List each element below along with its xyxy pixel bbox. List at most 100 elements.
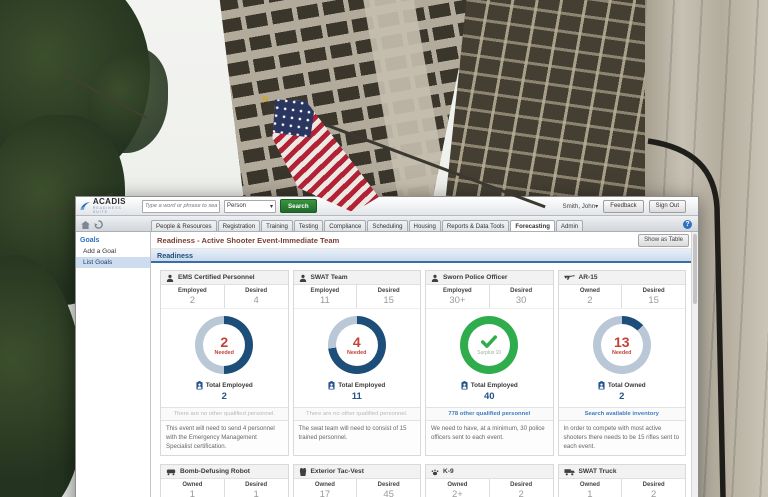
sync-icon[interactable] [94,220,103,229]
stat-label: Desired [245,288,268,294]
stat-label: Owned [314,482,335,489]
stat-value: 2 [189,295,196,306]
card-footer-note: The swat team will need to consist of 15… [293,420,420,453]
tab-forecasting[interactable]: Forecasting [510,220,555,231]
stat-label: Owned [579,482,600,489]
stat-value: 2 [518,489,524,497]
badge-icon [598,381,605,390]
stat-label: Desired [642,288,665,294]
readiness-donut: Surplus 10 [460,316,519,374]
stat-value: 11 [319,295,330,306]
sidebar-header-goals[interactable]: Goals [80,237,100,244]
readiness-section-header: Readiness [151,249,698,263]
total-label: Total Employed [205,382,253,389]
stat-label: Owned [447,482,468,489]
tab-admin[interactable]: Admin [555,220,584,231]
stat-value: 1 [253,489,259,497]
acadis-app-window: ACADIS READINESS SUITE Person ▾ Search S… [75,196,699,497]
tab-registration[interactable]: Registration [217,220,261,231]
home-icon[interactable] [81,220,90,229]
stat-label: Owned [182,482,203,489]
card-footer-note: We need to have, at a minimum, 30 police… [426,420,553,453]
badge-icon [461,381,468,390]
stat-value: 4 [253,295,259,306]
paw-icon [431,468,439,476]
stat-label: Employed [310,288,340,294]
qualified-note: There are no other qualified personnel. [293,407,420,420]
readiness-donut: 13 Needed [592,316,651,374]
sidebar-item-add-a-goal[interactable]: Add a Goal [83,248,116,255]
needed-count: 13 [613,333,630,350]
card-title: Bomb-Defusing Robot [180,468,250,476]
needed-label: Needed [214,349,234,356]
needed-count: 4 [352,333,361,350]
search-input[interactable] [142,199,220,213]
vertical-scrollbar[interactable] [691,232,698,497]
tab-testing[interactable]: Testing [293,220,324,231]
person-icon [166,274,174,282]
card-swat-truck: SWAT Truck Owned 1 Desired 2 [557,464,686,497]
stat-label: Desired [377,288,400,294]
stat-value: 1 [587,489,593,497]
show-as-table-button[interactable]: Show as Table [638,233,689,247]
person-icon [431,274,439,282]
readiness-donut: 2 Needed [195,316,254,374]
stat-label: Desired [245,482,268,489]
help-icon[interactable]: ? [683,220,692,229]
search-inventory-link[interactable]: Search available inventory [558,407,685,420]
tab-scheduling[interactable]: Scheduling [367,220,408,231]
card-title: SWAT Truck [578,468,617,476]
card-exterior-tac-vest: Exterior Tac-Vest Owned 17 Desired 45 [292,464,421,497]
stat-value: 1 [189,489,196,497]
title-bar: ACADIS READINESS SUITE Person ▾ Search S… [76,197,698,216]
chevron-down-icon: ▾ [269,203,273,210]
readiness-cards-grid: EMS Certified Personnel Employed 2 Desir… [151,263,698,497]
stat-label: Desired [642,482,665,489]
card-bomb-defusing-robot: Bomb-Defusing Robot Owned 1 Desired 1 [160,464,289,497]
sidebar-item-list-goals[interactable]: List Goals [76,257,150,268]
scrollbar-thumb[interactable] [693,234,697,304]
total-value: 11 [351,391,362,402]
surplus-label: Surplus 10 [477,349,502,356]
logo-subtitle: READINESS SUITE [92,206,122,214]
qualified-note: There are no other qualified personnel. [161,407,288,420]
tab-compliance[interactable]: Compliance [324,220,367,231]
stat-value: 45 [383,489,394,497]
main-content: Readiness - Active Shooter Event-Immedia… [151,232,698,497]
truck-icon [563,468,575,476]
tab-strip: People & Resources Registration Training… [76,216,698,232]
stat-label: Desired [510,288,533,294]
acadis-logo-icon [80,202,91,210]
card-footer-note: This event will need to send 4 personnel… [161,420,288,456]
person-icon [299,274,307,282]
tab-housing[interactable]: Housing [408,220,441,231]
stat-value: 30 [515,295,527,306]
card-title: EMS Certified Personnel [178,274,255,281]
sidebar: Goals Add a Goal List Goals [76,232,151,497]
check-icon [481,334,498,348]
feedback-button[interactable]: Feedback [603,199,644,213]
card-swat-team: SWAT Team Employed 11 Desired 15 4 Neede… [292,270,421,457]
total-value: 2 [221,391,227,402]
page-title: Readiness - Active Shooter Event-Immedia… [157,235,340,245]
search-scope-select[interactable]: Person ▾ [224,199,276,213]
user-menu[interactable]: Smith, John▾ [562,202,599,210]
card-sworn-police-officer: Sworn Police Officer Employed 30+ Desire… [425,270,554,457]
tab-training[interactable]: Training [261,220,293,231]
total-value: 2 [619,391,625,402]
stat-label: Employed [178,288,207,294]
needed-label: Needed [612,349,632,356]
logo-name: ACADIS [92,197,126,206]
needed-label: Needed [347,349,367,356]
stat-value: 2 [650,489,657,497]
stat-value: 2+ [451,489,463,497]
tab-people-resources[interactable]: People & Resources [151,220,217,231]
card-title: Sworn Police Officer [443,274,508,281]
search-button[interactable]: Search [280,199,317,213]
stat-value: 15 [383,295,394,306]
stat-label: Desired [510,482,533,489]
qualified-personnel-link[interactable]: 778 other qualified personnel [426,407,553,420]
tab-reports-data-tools[interactable]: Reports & Data Tools [441,220,510,231]
signout-button[interactable]: Sign Out [648,199,686,213]
badge-icon [328,381,335,390]
